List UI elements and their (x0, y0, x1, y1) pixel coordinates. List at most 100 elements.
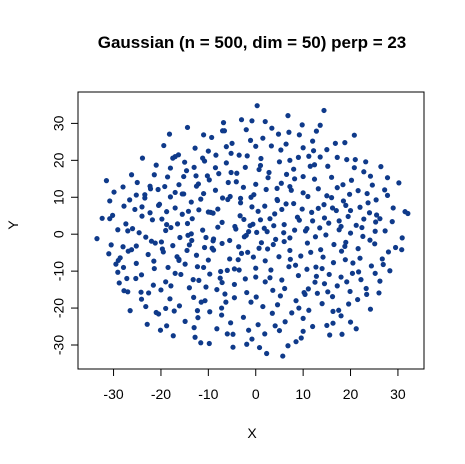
scatter-point (194, 308, 201, 314)
scatter-point (369, 182, 375, 188)
scatter-point (206, 177, 212, 183)
scatter-point (298, 335, 304, 341)
scatter-point (267, 275, 273, 281)
scatter-point (342, 257, 348, 263)
scatter-point (233, 179, 239, 185)
scatter-point (274, 185, 280, 191)
scatter-point (384, 192, 391, 199)
scatter-point (260, 135, 266, 141)
scatter-point (329, 294, 336, 300)
scatter-point (157, 327, 164, 333)
scatter-point (351, 132, 357, 138)
scatter-point (292, 227, 298, 233)
scatter-point (237, 200, 244, 206)
scatter-point (336, 307, 342, 313)
scatter-point (188, 199, 194, 205)
scatter-point (292, 176, 298, 182)
scatter-point (355, 246, 361, 252)
scatter-point (183, 168, 190, 174)
scatter-point (240, 184, 247, 190)
scatter-point (264, 350, 270, 357)
scatter-point (219, 219, 225, 225)
scatter-point (287, 247, 293, 254)
scatter-point (207, 271, 213, 277)
scatter-point (151, 258, 157, 264)
scatter-point (298, 253, 304, 259)
scatter-point (220, 120, 227, 126)
scatter-point (186, 285, 192, 291)
scatter-point (121, 203, 127, 209)
scatter-point (300, 173, 306, 180)
scatter-point (344, 156, 350, 163)
scatter-point (125, 228, 131, 234)
scatter-point (300, 328, 306, 334)
scatter-point (205, 257, 211, 263)
scatter-point (324, 322, 330, 329)
scatter-point (133, 260, 139, 266)
scatter-point (267, 216, 273, 222)
scatter-point (144, 321, 150, 327)
scatter-point (389, 219, 395, 225)
scatter-point (270, 287, 276, 293)
scatter-point (377, 216, 383, 222)
scatter-point (150, 282, 156, 288)
scatter-point (274, 302, 281, 308)
scatter-point (291, 200, 297, 207)
scatter-point (167, 296, 173, 302)
scatter-point (165, 264, 171, 271)
scatter-point (336, 218, 342, 224)
scatter-point (352, 156, 358, 163)
scatter-point (191, 164, 197, 170)
scatter-point (177, 234, 183, 241)
scatter-point (363, 159, 369, 165)
scatter-point (323, 232, 329, 238)
scatter-point (234, 170, 240, 176)
scatter-point (296, 217, 302, 223)
scatter-point (231, 295, 238, 301)
scatter-point (133, 192, 139, 198)
scatter-point (223, 144, 229, 150)
scatter-point (310, 138, 316, 144)
scatter-point (198, 340, 204, 346)
scatter-point (230, 344, 236, 350)
y-tick-label: 20 (51, 152, 67, 168)
scatter-point (344, 279, 350, 285)
scatter-point (194, 264, 201, 270)
scatter-point (160, 249, 166, 255)
scatter-point (296, 132, 302, 138)
scatter-point (164, 323, 170, 329)
scatter-point (348, 177, 355, 183)
scatter-point (240, 314, 247, 320)
scatter-point (219, 312, 225, 318)
scatter-point (367, 173, 374, 179)
scatter-point (245, 249, 251, 255)
scatter-point (330, 260, 337, 266)
scatter-point (167, 194, 174, 200)
scatter-point (138, 289, 144, 295)
scatter-point (249, 118, 255, 124)
scatter-point (311, 176, 318, 182)
scatter-point (162, 183, 168, 190)
scatter-point (282, 285, 288, 292)
scatter-point (213, 152, 219, 158)
scatter-point (262, 279, 268, 285)
scatter-point (250, 254, 256, 260)
scatter-point (201, 132, 207, 138)
scatter-point (120, 264, 127, 271)
scatter-point (147, 186, 154, 192)
scatter-point (212, 165, 219, 171)
scatter-point (190, 277, 196, 283)
scatter-point (331, 241, 337, 248)
scatter-point (138, 272, 145, 278)
scatter-point (155, 186, 161, 193)
scatter-point (236, 152, 242, 158)
scatter-point (171, 308, 177, 314)
scatter-point (170, 155, 176, 161)
scatter-point (193, 173, 199, 179)
scatter-point (306, 307, 312, 313)
scatter-point (264, 229, 270, 235)
scatter-point (244, 289, 250, 296)
scatter-point (152, 240, 158, 246)
scatter-point (107, 216, 113, 222)
